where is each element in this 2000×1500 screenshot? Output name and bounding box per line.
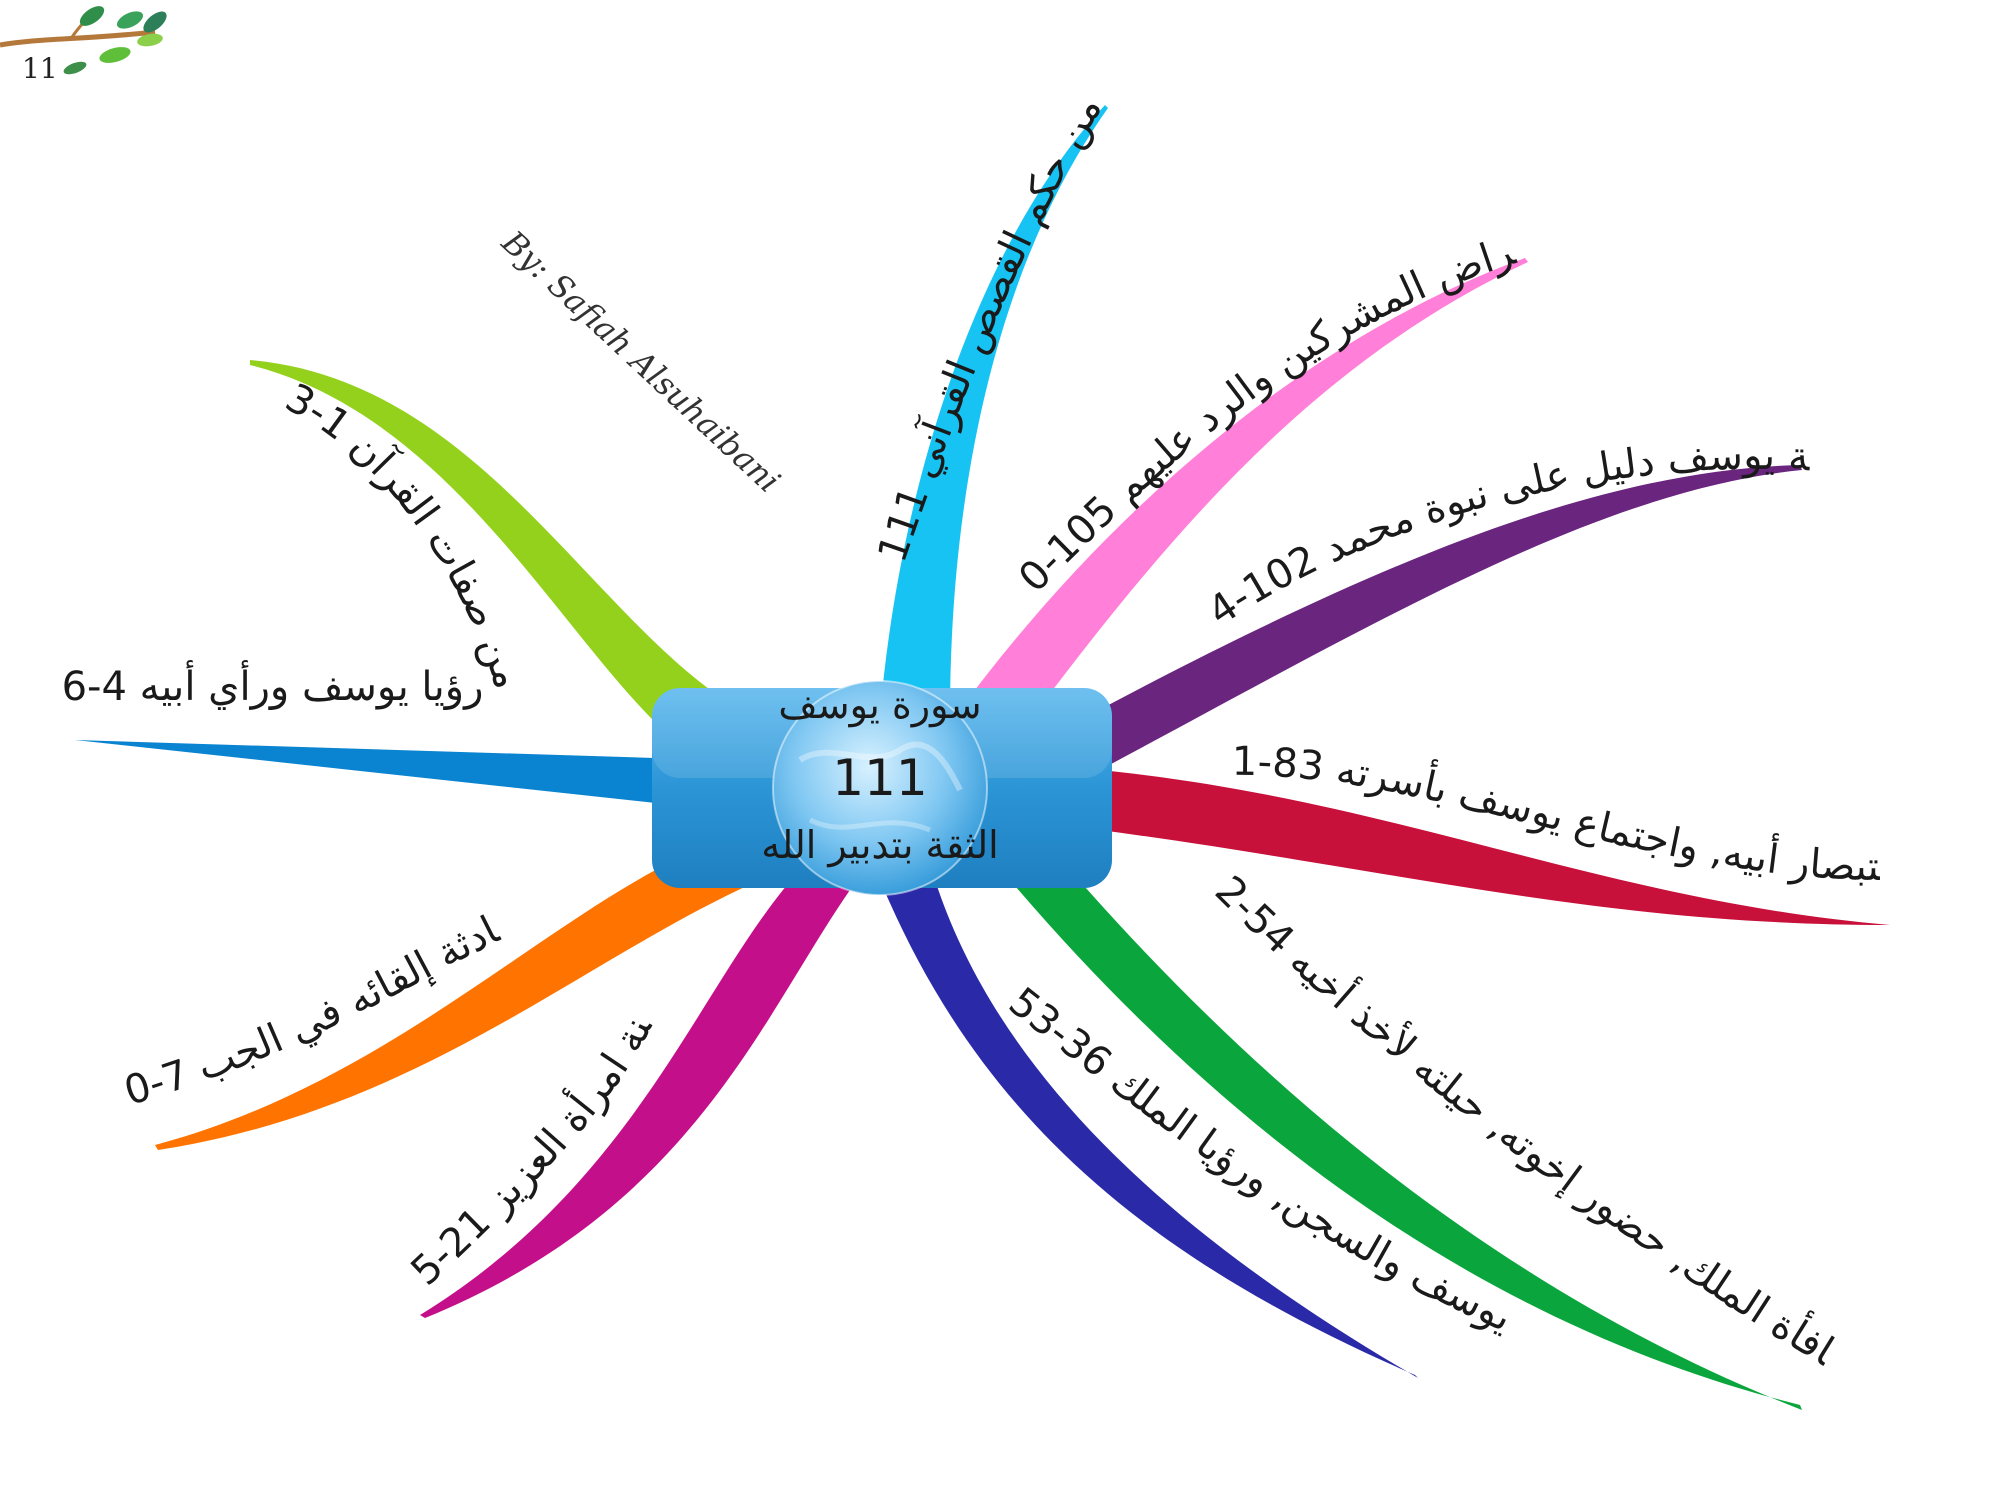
central-count: 111 bbox=[832, 749, 927, 807]
branch-ribbon-b7 bbox=[155, 840, 760, 1150]
author-credit: By: Safiah Alsuhaibani bbox=[494, 222, 788, 500]
central-topic[interactable]: سورة يوسف 111 الثقة بتدبير الله bbox=[652, 680, 1112, 896]
page-number: 11 bbox=[22, 52, 58, 85]
branch-ribbon-b2 bbox=[880, 105, 1108, 715]
branch-ribbon-b3 bbox=[960, 258, 1528, 720]
central-title: سورة يوسف bbox=[778, 683, 981, 728]
central-theme: الثقة بتدبير الله bbox=[761, 823, 998, 868]
branch-ribbon-b10 bbox=[1010, 870, 1802, 1410]
globe-icon bbox=[773, 681, 987, 895]
branch-ribbon-b4 bbox=[1080, 465, 1802, 770]
tree-logo bbox=[0, 6, 167, 75]
branch-ribbon-b1 bbox=[250, 360, 740, 760]
branch-label-b2[interactable]: من حكم القصص القرآني 111 bbox=[869, 88, 1111, 568]
branch-ribbon-b6 bbox=[1100, 770, 1890, 925]
branch-label-b3[interactable]: إعراض المشركين والرد عليهم 105-110 bbox=[0, 0, 1521, 601]
branch-ribbon-b8 bbox=[420, 870, 850, 1318]
branch-ribbons bbox=[75, 105, 1890, 1410]
branch-ribbon-b5 bbox=[75, 740, 720, 810]
branch-label-b5[interactable]: رؤيا يوسف ورأي أبيه 4-6 bbox=[62, 660, 484, 710]
branch-ribbon-b9 bbox=[880, 880, 1418, 1378]
